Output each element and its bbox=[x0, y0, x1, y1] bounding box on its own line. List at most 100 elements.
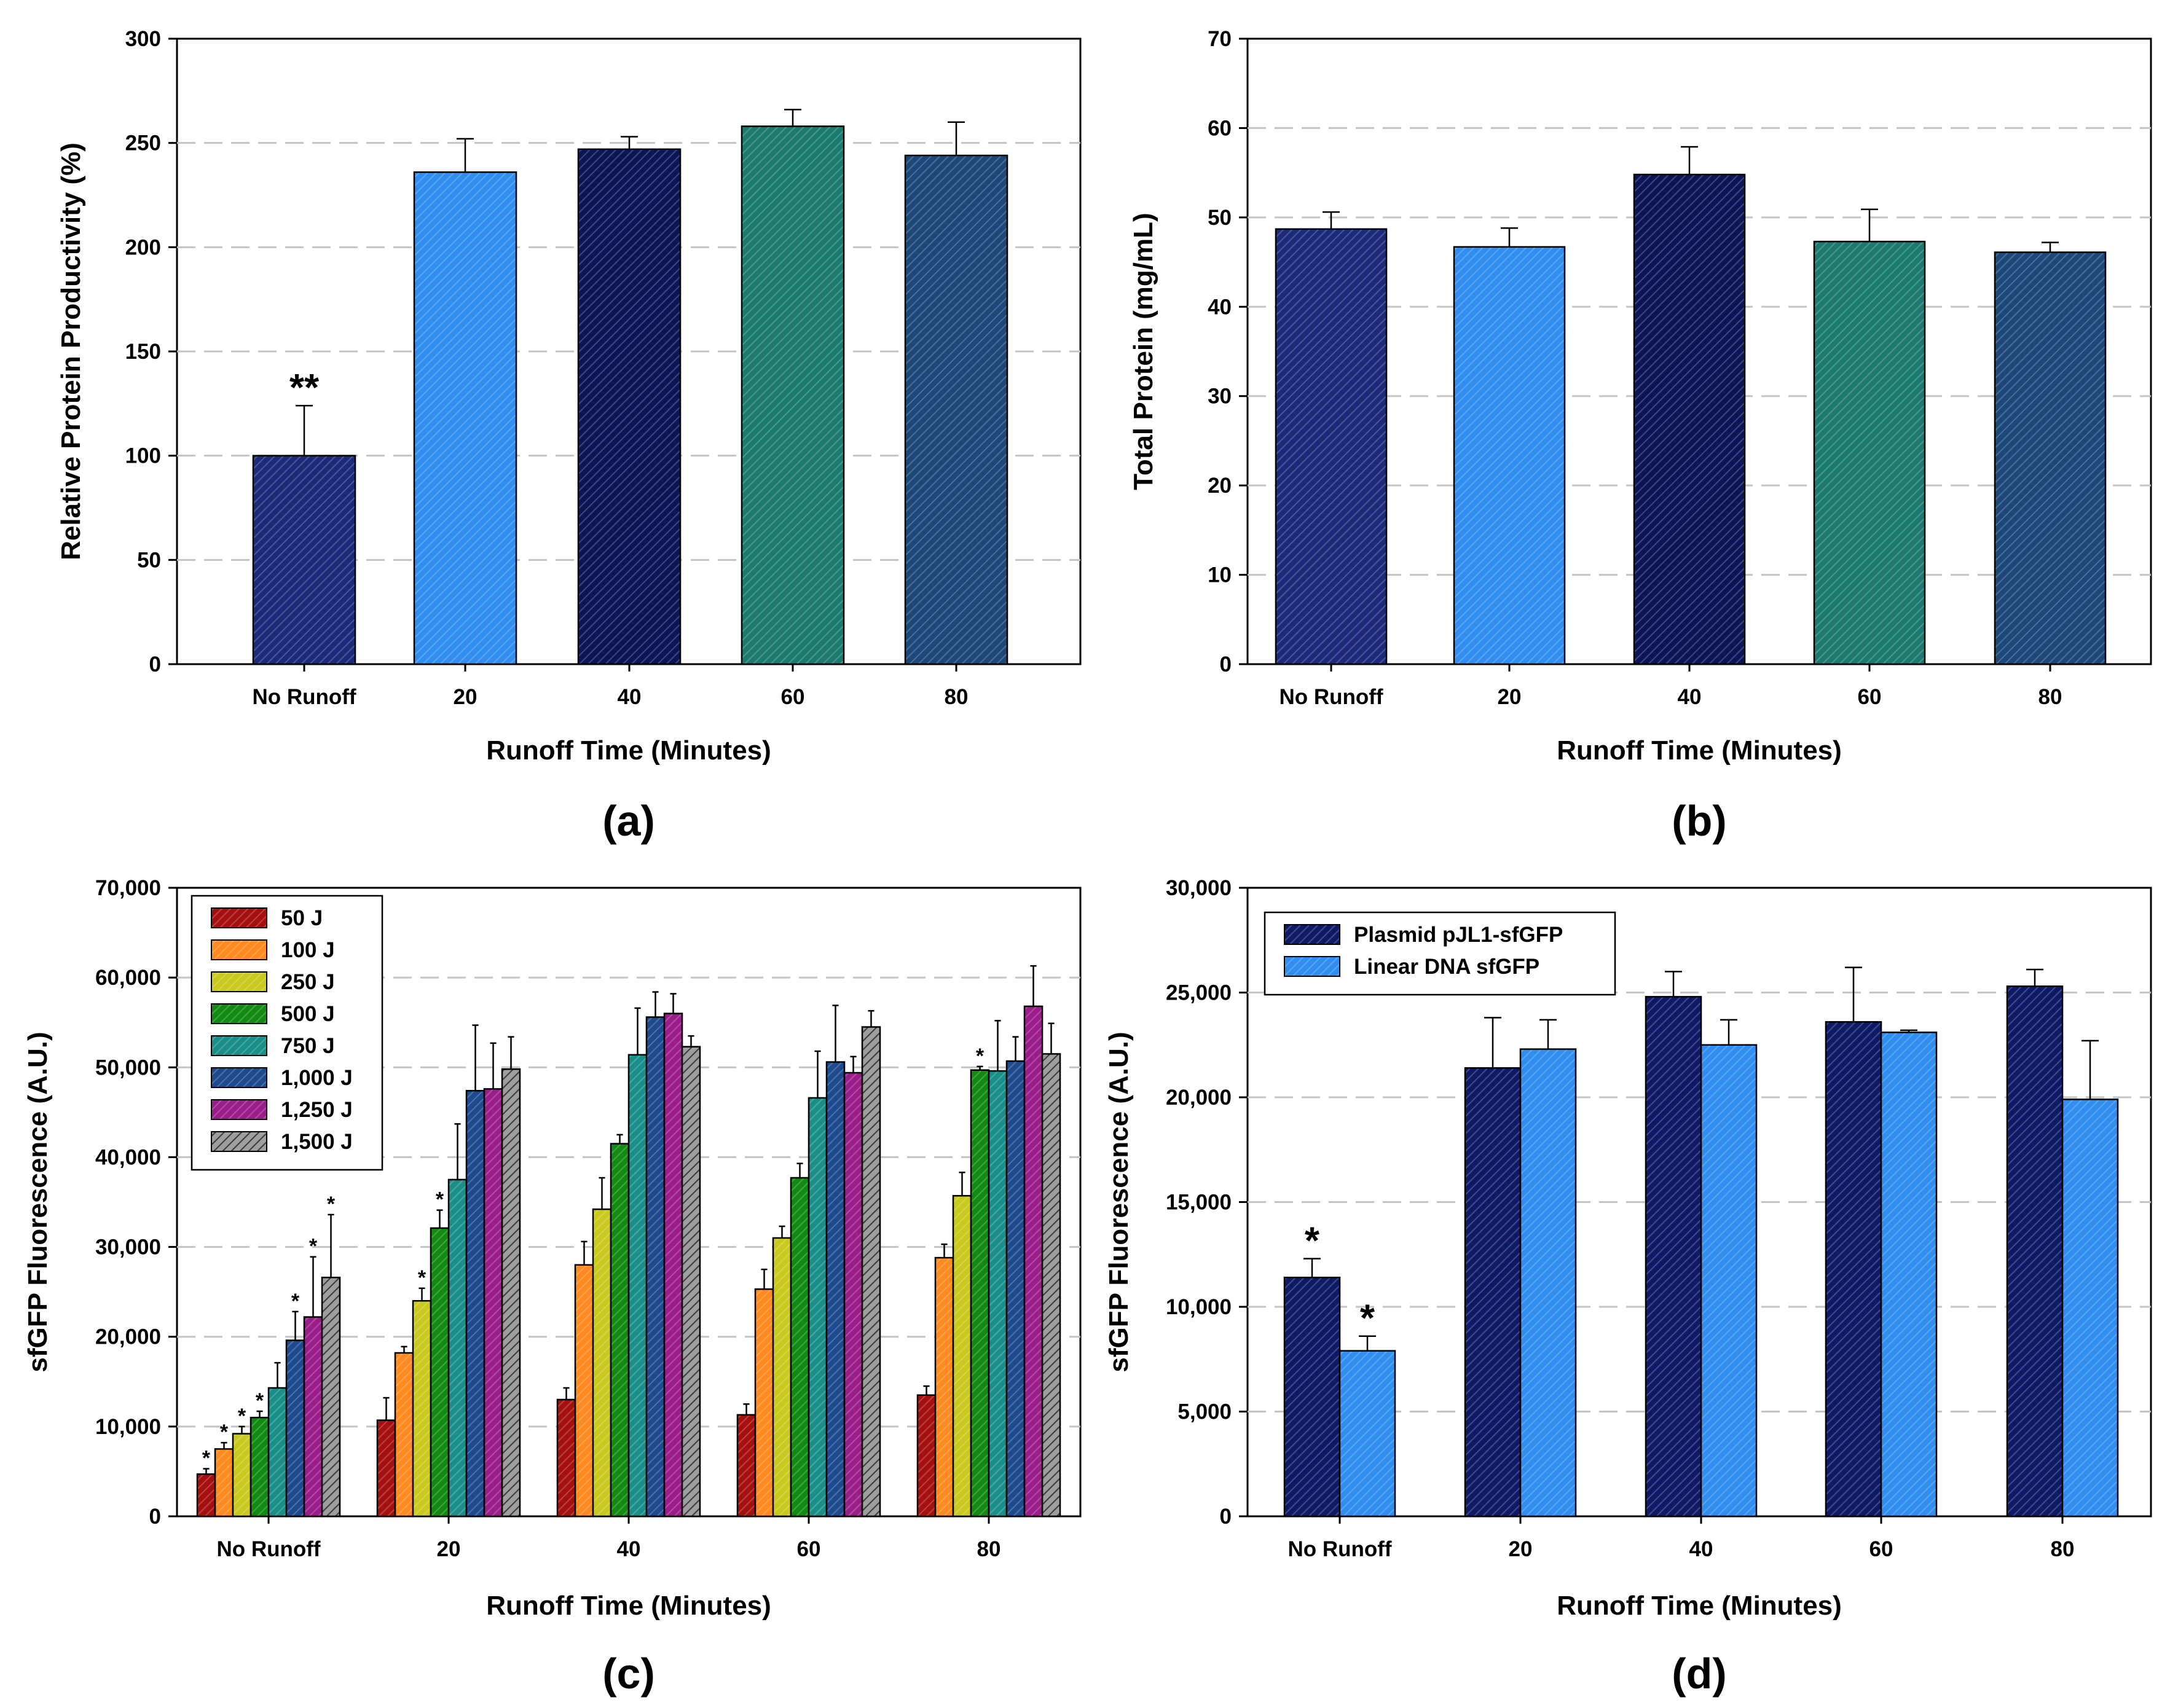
bar bbox=[663, 1013, 683, 1518]
x-tick-label: No Runoff bbox=[1279, 685, 1383, 709]
x-ticks-b: No Runoff 20 40 60 80 bbox=[1279, 664, 2062, 709]
bar bbox=[376, 1419, 396, 1518]
bar bbox=[681, 1046, 701, 1518]
bar bbox=[394, 1352, 414, 1518]
x-tick-label: 60 bbox=[1869, 1537, 1893, 1561]
significance-marker: * bbox=[436, 1188, 444, 1212]
bar bbox=[303, 1316, 323, 1518]
legend-box bbox=[191, 895, 383, 1171]
bar bbox=[2006, 985, 2064, 1518]
bar bbox=[861, 1026, 881, 1518]
bar bbox=[447, 1178, 468, 1518]
x-axis-label-c: Runoff Time (Minutes) bbox=[486, 1591, 771, 1621]
bar bbox=[556, 1398, 576, 1518]
y-tick-label: 50,000 bbox=[95, 1056, 161, 1079]
legend-swatch bbox=[211, 1035, 267, 1056]
legend-c: 50 J 100 J 250 J 500 J 750 J 1,000 J 1,250 J 1,… bbox=[191, 895, 383, 1171]
x-ticks-d: No Runoff 20 40 60 80 bbox=[1287, 1516, 2074, 1561]
x-tick-label: No Runoff bbox=[216, 1537, 320, 1561]
legend-swatch bbox=[211, 939, 267, 960]
bar bbox=[645, 1016, 666, 1518]
bar bbox=[1464, 1067, 1522, 1518]
legend-label: 250 J bbox=[281, 970, 335, 994]
x-tick-label: No Runoff bbox=[1287, 1537, 1391, 1561]
significance-marker: * bbox=[256, 1389, 264, 1412]
y-tick-label: 0 bbox=[1220, 652, 1232, 676]
x-tick-label: 80 bbox=[2038, 685, 2062, 709]
x-tick-label: 20 bbox=[437, 1537, 461, 1561]
x-tick-label: 60 bbox=[781, 685, 805, 709]
x-tick-label: 20 bbox=[1509, 1537, 1533, 1561]
y-tick-label: 10 bbox=[1208, 563, 1232, 587]
significance-marker: * bbox=[202, 1447, 211, 1470]
legend-swatch bbox=[211, 1131, 267, 1152]
x-tick-label: 60 bbox=[1858, 685, 1882, 709]
legend-swatch bbox=[211, 907, 267, 928]
bar bbox=[1645, 996, 1702, 1518]
y-tick-label: 20,000 bbox=[95, 1325, 161, 1349]
bar bbox=[232, 1433, 252, 1518]
x-tick-label: 40 bbox=[617, 1537, 641, 1561]
bar bbox=[970, 1069, 990, 1518]
y-tick-label: 30 bbox=[1208, 385, 1232, 409]
legend-swatch bbox=[1284, 924, 1340, 945]
y-tick-label: 20,000 bbox=[1166, 1086, 1232, 1110]
bar bbox=[196, 1473, 216, 1518]
x-tick-label: 20 bbox=[1498, 685, 1522, 709]
chart-panel-c: * * * * * * * * * * 0 10,000 20,000 30,000 40,000 50,0… bbox=[23, 876, 1082, 1698]
y-tick-label: 0 bbox=[149, 652, 161, 676]
bar bbox=[214, 1448, 234, 1518]
bar bbox=[934, 1256, 954, 1518]
x-axis-label-b: Runoff Time (Minutes) bbox=[1557, 735, 1842, 766]
legend-label: 500 J bbox=[281, 1002, 335, 1026]
bar bbox=[285, 1339, 305, 1518]
y-axis-label-c: sfGFP Fluorescence (A.U.) bbox=[23, 1032, 53, 1372]
bar bbox=[252, 455, 356, 665]
bar bbox=[790, 1177, 810, 1518]
x-axis-label-d: Runoff Time (Minutes) bbox=[1557, 1591, 1842, 1621]
significance-marker: * bbox=[291, 1290, 300, 1313]
bar bbox=[592, 1208, 612, 1518]
y-tick-label: 0 bbox=[149, 1505, 161, 1529]
bar bbox=[483, 1088, 503, 1518]
y-tick-label: 100 bbox=[125, 444, 161, 468]
bar bbox=[413, 171, 517, 665]
y-axis-label-b: Total Protein (mg/mL) bbox=[1128, 213, 1158, 490]
bar bbox=[772, 1237, 792, 1518]
x-axis-label-a: Runoff Time (Minutes) bbox=[486, 735, 771, 766]
bar bbox=[1453, 246, 1566, 665]
x-tick-label: 40 bbox=[1689, 1537, 1713, 1561]
x-tick-label: 40 bbox=[618, 685, 642, 709]
bar bbox=[627, 1054, 648, 1518]
y-tick-label: 0 bbox=[1220, 1505, 1232, 1529]
legend-swatch bbox=[211, 1067, 267, 1088]
y-tick-label: 300 bbox=[125, 27, 161, 51]
significance-marker: * bbox=[976, 1044, 985, 1068]
legend-label: Linear DNA sfGFP bbox=[1354, 955, 1539, 979]
significance-marker: * bbox=[309, 1235, 318, 1258]
legend-swatch bbox=[211, 1099, 267, 1120]
y-tick-label: 40,000 bbox=[95, 1145, 161, 1169]
x-ticks-a: No Runoff 20 40 60 80 bbox=[252, 664, 968, 709]
y-ticks-a: 0 50 100 150 200 250 300 bbox=[125, 27, 177, 676]
bar bbox=[754, 1288, 774, 1518]
bar bbox=[1994, 251, 2107, 665]
bar bbox=[1023, 1005, 1044, 1518]
panel-label-d: (d) bbox=[1672, 1650, 1726, 1698]
bar bbox=[1519, 1048, 1577, 1518]
y-tick-label: 10,000 bbox=[95, 1415, 161, 1439]
panel-label-c: (c) bbox=[602, 1650, 655, 1698]
x-ticks-c: No Runoff 20 40 60 80 bbox=[216, 1516, 1000, 1561]
significance-marker: ** bbox=[289, 367, 320, 409]
bar bbox=[916, 1394, 937, 1518]
y-tick-label: 200 bbox=[125, 235, 161, 259]
y-ticks-d: 0 5,000 10,000 15,000 20,000 25,000 30,000 bbox=[1166, 876, 1248, 1529]
legend-swatch bbox=[1284, 956, 1340, 977]
bar bbox=[741, 125, 845, 665]
y-tick-label: 60,000 bbox=[95, 966, 161, 990]
significance-marker: * bbox=[220, 1420, 229, 1444]
y-ticks-b: 0 10 20 30 40 50 60 70 bbox=[1208, 27, 1248, 676]
bars-a: ** bbox=[252, 109, 1008, 665]
x-tick-label: No Runoff bbox=[252, 685, 356, 709]
